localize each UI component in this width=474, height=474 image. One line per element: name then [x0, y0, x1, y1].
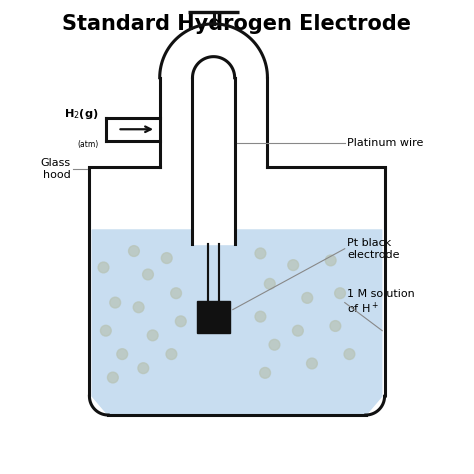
Polygon shape: [92, 230, 382, 415]
Text: (atm): (atm): [78, 139, 99, 148]
Text: H$_2$(g): H$_2$(g): [64, 107, 99, 121]
Circle shape: [143, 269, 154, 280]
Text: Platinum wire: Platinum wire: [347, 138, 423, 148]
Circle shape: [161, 253, 172, 264]
Text: 1 M solution
of H$^+$: 1 M solution of H$^+$: [347, 289, 415, 317]
Bar: [197, 301, 230, 333]
Circle shape: [133, 302, 144, 313]
Circle shape: [100, 325, 111, 336]
Circle shape: [302, 292, 313, 303]
Text: Standard Hydrogen Electrode: Standard Hydrogen Electrode: [63, 15, 411, 35]
Circle shape: [175, 316, 186, 327]
Circle shape: [330, 320, 341, 331]
Circle shape: [117, 349, 128, 359]
Circle shape: [325, 255, 336, 266]
Circle shape: [269, 339, 280, 350]
Circle shape: [264, 278, 275, 289]
Circle shape: [147, 330, 158, 341]
Circle shape: [108, 372, 118, 383]
Circle shape: [128, 246, 139, 256]
Circle shape: [307, 358, 317, 369]
Text: Glass
hood: Glass hood: [41, 158, 71, 180]
Circle shape: [98, 262, 109, 273]
Circle shape: [292, 325, 303, 336]
Circle shape: [166, 349, 177, 359]
Circle shape: [335, 288, 346, 299]
Circle shape: [288, 260, 299, 271]
Text: Pt black
electrode: Pt black electrode: [347, 238, 400, 259]
Circle shape: [171, 288, 182, 299]
Circle shape: [138, 363, 149, 374]
Circle shape: [110, 297, 120, 308]
Circle shape: [344, 349, 355, 359]
Circle shape: [255, 248, 266, 259]
Circle shape: [260, 367, 271, 378]
Circle shape: [255, 311, 266, 322]
